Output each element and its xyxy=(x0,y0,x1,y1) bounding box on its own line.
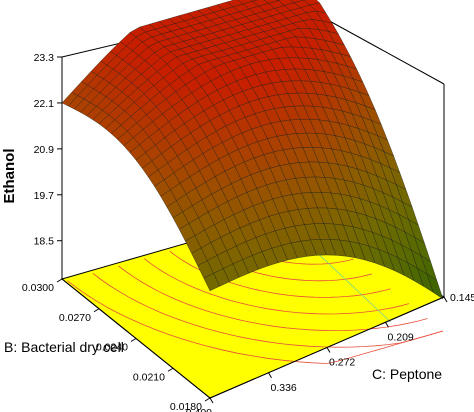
contour-line xyxy=(143,258,410,315)
y-tick xyxy=(385,321,389,328)
contour-line xyxy=(169,250,391,298)
contour-line xyxy=(67,280,444,364)
y-tick xyxy=(209,397,214,404)
x-tick-label: 0.0210 xyxy=(133,371,165,383)
x-tick-label: 0.0240 xyxy=(96,342,128,354)
y-tick-label: 0.272 xyxy=(329,357,355,369)
z-tick-label: 20.9 xyxy=(34,144,55,156)
response-surface xyxy=(61,0,444,300)
z-tick-label: 18.5 xyxy=(34,236,55,248)
x-tick-label: 0.0300 xyxy=(22,282,54,294)
x-tick-label: 0.0270 xyxy=(59,312,91,324)
x-axis-label: B: Bacterial dry cell xyxy=(4,339,124,355)
z-tick-label: 23.3 xyxy=(34,52,55,64)
tick-labels: 18.5 19.7 20.9 22.1 23.3 0.0300 0.0270 0.0240 0.… xyxy=(22,52,474,412)
x-tick xyxy=(93,308,100,313)
y-tick-label: 0.336 xyxy=(271,382,297,394)
y-tick-label: 0.209 xyxy=(388,331,414,343)
y-axis-label: C: Peptone xyxy=(372,366,442,382)
z-tick-label: 19.7 xyxy=(34,190,55,202)
y-tick xyxy=(326,347,331,353)
contour-line xyxy=(92,272,444,348)
x-tick xyxy=(167,367,174,372)
y-tick-label: 0.400 xyxy=(186,407,212,412)
surface-cell xyxy=(426,273,444,300)
surface-cell xyxy=(290,0,305,3)
z-tick-label: 22.1 xyxy=(34,98,55,110)
x-tick xyxy=(204,397,211,402)
y-tick xyxy=(268,372,272,379)
z-axis-label: Ethanol xyxy=(1,149,18,204)
tick-marks xyxy=(56,56,448,404)
contour-floor xyxy=(60,211,446,399)
contour-line xyxy=(118,265,428,332)
y-tick xyxy=(443,296,448,303)
x-tick xyxy=(56,278,63,283)
x-tick xyxy=(130,338,137,342)
y-tick-label: 0.145 xyxy=(450,292,474,304)
x-tick-label: 0.0180 xyxy=(170,401,202,412)
